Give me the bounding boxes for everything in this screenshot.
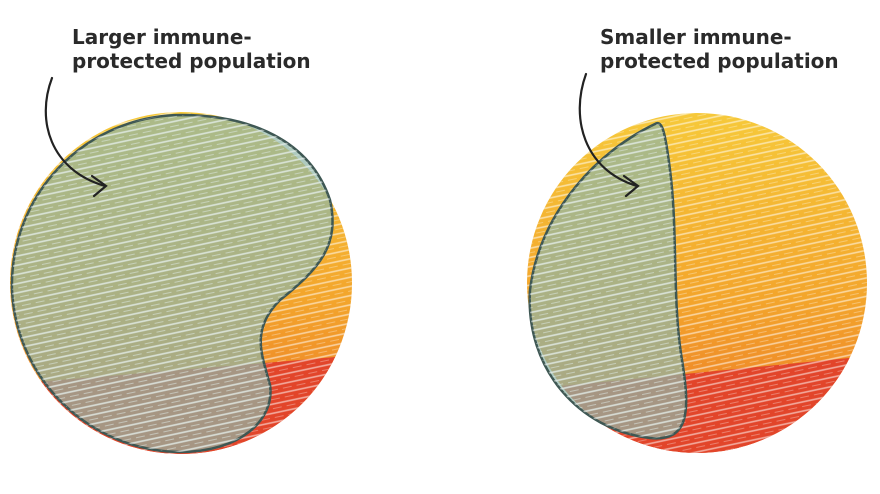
right-population: [527, 113, 867, 453]
arrow: [44, 76, 107, 188]
left-population: [10, 112, 352, 454]
label-line: protected population: [72, 49, 311, 73]
immune-hatching: [11, 115, 333, 452]
arrowhead: [622, 174, 640, 198]
arrow: [578, 72, 639, 188]
label-line: Larger immune-: [72, 25, 252, 49]
arrowhead: [90, 174, 108, 198]
label-line: Smaller immune-: [600, 25, 792, 49]
label-line: protected population: [600, 49, 839, 73]
immune-hatching: [529, 123, 687, 439]
arrows: [44, 72, 640, 198]
